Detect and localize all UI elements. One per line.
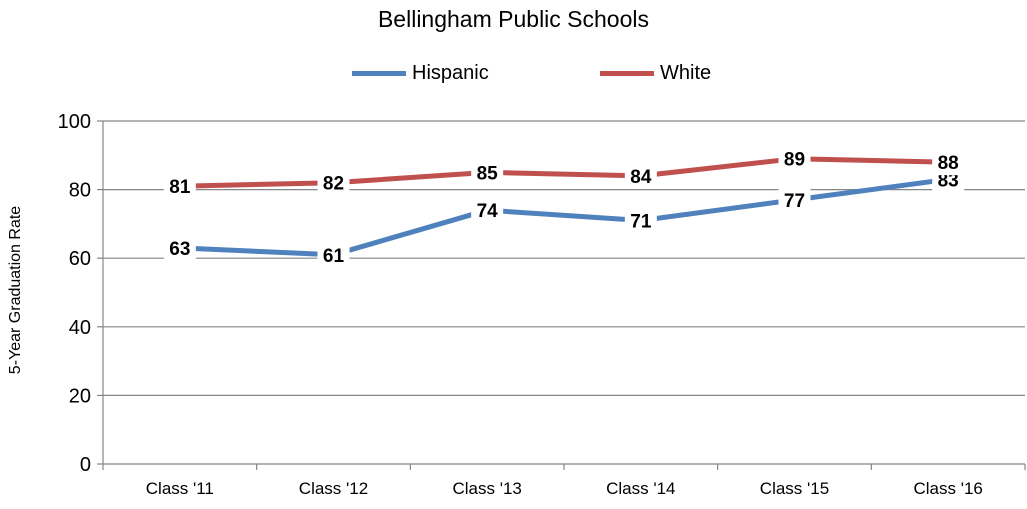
data-labels: 63 61 74 71 77 83 81 82 85 84 89 88: [163, 145, 965, 268]
data-label: 85: [477, 163, 499, 184]
legend: Hispanic White: [0, 62, 1027, 88]
data-label-box: [163, 234, 196, 261]
series-line-hispanic: [177, 176, 951, 258]
data-label-box: [471, 197, 504, 224]
x-tick-label: Class '15: [760, 479, 829, 498]
data-label: 81: [169, 177, 191, 198]
legend-label-white: White: [660, 62, 712, 84]
data-label: 88: [938, 153, 959, 174]
data-label-box: [317, 169, 350, 196]
data-label: 82: [323, 174, 344, 195]
data-label: 89: [784, 150, 805, 171]
legend-item-white: White: [600, 62, 711, 85]
data-label: 71: [630, 211, 652, 232]
data-label-box: [778, 186, 811, 213]
data-label: 77: [784, 191, 805, 212]
data-label: 63: [169, 239, 190, 260]
x-tick-label: Class '13: [452, 479, 521, 498]
data-label-box: [778, 145, 811, 172]
y-tick-label: 20: [69, 385, 91, 407]
series-line-white: [177, 156, 951, 189]
legend-item-hispanic: Hispanic: [352, 62, 489, 85]
legend-label-hispanic: Hispanic: [412, 62, 489, 84]
x-tick-label: Class '16: [913, 479, 982, 498]
x-tick-label: Class '14: [606, 479, 675, 498]
y-tick-label: 80: [69, 180, 91, 202]
y-tick-label: 60: [69, 248, 91, 270]
y-tick-label: 40: [69, 317, 91, 339]
x-tick-label: Class '12: [299, 479, 368, 498]
data-label-box: [932, 149, 965, 176]
data-label: 61: [323, 246, 345, 267]
data-label-box: [624, 162, 657, 189]
data-label: 83: [938, 170, 959, 191]
data-label-box: [471, 159, 504, 186]
data-label-box: [163, 173, 196, 200]
y-tick-label: 100: [58, 111, 91, 133]
data-label: 84: [630, 167, 652, 188]
chart-title: Bellingham Public Schools: [377, 6, 650, 32]
axes: 0 20 40 60 80 100 Class '11 Class '12 Class '13 C…: [58, 111, 1026, 498]
x-tick-label: Class '11: [146, 479, 214, 498]
legend-swatch-white: [600, 71, 654, 76]
y-tick-label: 0: [80, 454, 91, 476]
data-label: 74: [477, 201, 499, 222]
data-label-box: [317, 241, 350, 268]
data-label-box: [624, 207, 657, 234]
legend-swatch-hispanic: [352, 71, 406, 76]
series-lines: [177, 156, 951, 258]
